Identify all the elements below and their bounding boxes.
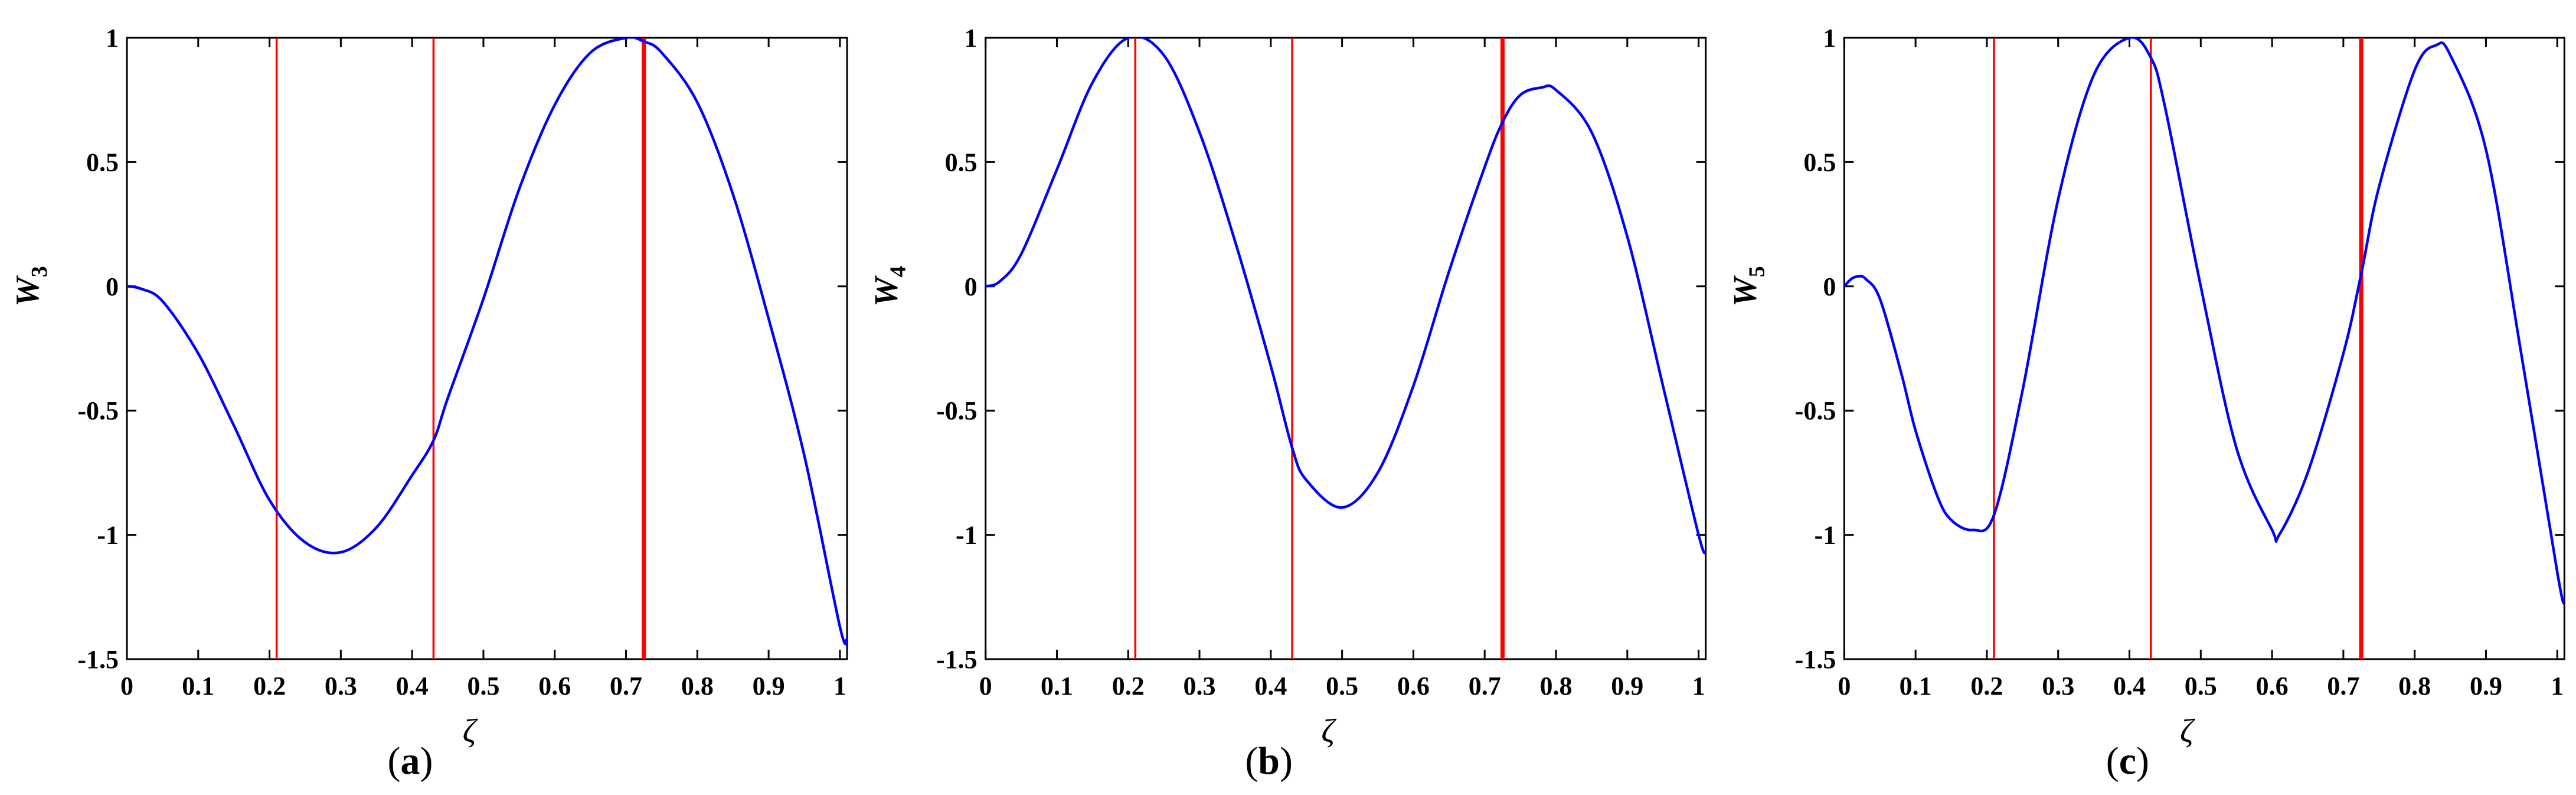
y-axis-label-subscript: 3 <box>27 266 52 277</box>
x-tick-label: 0.7 <box>1469 672 1501 700</box>
chart-panel-b: -1.5 -1 -0.5 0 0.5 1 0 0.1 0.2 0.3 0.4 0.5 0.6 0.7 0.8… <box>868 24 1707 783</box>
y-tick-label: -1 <box>1815 521 1836 550</box>
panel-caption-letter: a <box>401 739 420 783</box>
x-tick-label: 0.1 <box>1900 672 1932 700</box>
y-tick-label: -0.5 <box>1795 396 1836 425</box>
x-tick-label: 0.6 <box>2256 672 2289 700</box>
x-tick-label: 0.6 <box>1397 672 1430 700</box>
y-tick-label: 1 <box>1823 24 1836 53</box>
x-tick-label: 0 <box>120 672 133 700</box>
y-axis-label-subscript: 5 <box>1744 266 1769 277</box>
x-tick-label: 0.8 <box>1540 672 1573 700</box>
y-axis-label-main: W <box>9 275 46 307</box>
x-tick-label: 0.8 <box>2398 672 2431 700</box>
y-axis-label: W5 <box>1727 266 1769 307</box>
x-tick-label: 0.3 <box>1184 672 1216 700</box>
x-axis-label: ζ <box>2180 713 2195 750</box>
y-axis-label: W3 <box>9 266 52 307</box>
chart-panel-a: -1.5 -1 -0.5 0 0.5 1 0 0.1 0.2 0.3 0.4 0.5 0.6 0.7 0.8… <box>9 24 848 783</box>
x-tick-label: 0.6 <box>538 672 571 700</box>
y-tick-label: 0.5 <box>945 148 978 177</box>
x-tick-label: 0.5 <box>467 672 499 700</box>
y-tick-label: -1 <box>97 521 119 550</box>
x-tick-label: 0.9 <box>753 672 785 700</box>
panel-caption-letter: b <box>1258 739 1280 783</box>
y-tick-label: -0.5 <box>77 396 119 425</box>
y-tick-label: 0.5 <box>86 148 119 177</box>
x-axis-label: ζ <box>1321 713 1336 750</box>
chart-panel-c: -1.5 -1 -0.5 0 0.5 1 0 0.1 0.2 0.3 0.4 0.5 0.6 0.7 0.8… <box>1727 24 2565 783</box>
y-axis-label-subscript: 4 <box>886 266 911 277</box>
x-tick-label: 0.9 <box>2470 672 2502 700</box>
x-tick-label: 0.2 <box>1970 672 2003 700</box>
x-tick-label: 0.4 <box>396 672 429 700</box>
x-tick-label: 0.7 <box>2327 672 2359 700</box>
panel-caption: (a) <box>388 739 433 783</box>
x-tick-label: 1 <box>833 672 846 700</box>
x-tick-label: 1 <box>1692 672 1705 700</box>
x-axis-label: ζ <box>463 713 478 750</box>
y-tick-label: 0 <box>106 272 119 301</box>
series-line <box>127 38 847 646</box>
x-tick-label: 0 <box>979 672 992 700</box>
panel-caption: (b) <box>1245 739 1293 783</box>
y-tick-label: 0.5 <box>1803 148 1836 177</box>
y-tick-label: 1 <box>965 24 978 53</box>
x-tick-label: 0.3 <box>2042 672 2074 700</box>
x-tick-label: 0.4 <box>1254 672 1287 700</box>
y-tick-label: 1 <box>106 24 119 53</box>
plot-frame <box>1843 37 2565 660</box>
panel-caption: (c) <box>2106 739 2149 783</box>
series-line <box>1844 38 2565 605</box>
y-tick-label: 0 <box>965 272 978 301</box>
x-tick-label: 0.5 <box>1326 672 1358 700</box>
panel-caption-letter: c <box>2119 739 2136 783</box>
plot-frame <box>985 37 1707 660</box>
y-axis-label-main: W <box>868 275 905 307</box>
x-tick-label: 0 <box>1838 672 1851 700</box>
y-tick-label: -1.5 <box>936 645 978 674</box>
y-tick-label: -1.5 <box>1795 645 1836 674</box>
y-tick-label: -1.5 <box>77 645 119 674</box>
y-tick-label: -0.5 <box>936 396 978 425</box>
x-tick-label: 0.2 <box>1112 672 1145 700</box>
y-tick-label: -1 <box>956 521 978 550</box>
x-tick-label: 0.1 <box>182 672 214 700</box>
x-tick-label: 0.5 <box>2185 672 2217 700</box>
x-tick-label: 0.3 <box>325 672 357 700</box>
x-tick-label: 0.1 <box>1041 672 1073 700</box>
x-tick-label: 0.8 <box>681 672 714 700</box>
x-tick-label: 0.9 <box>1611 672 1643 700</box>
x-tick-label: 0.4 <box>2113 672 2146 700</box>
plot-frame <box>126 37 848 660</box>
y-axis-label: W4 <box>868 266 911 307</box>
y-tick-label: 0 <box>1823 272 1836 301</box>
y-axis-label-main: W <box>1727 275 1763 307</box>
x-tick-label: 0.2 <box>253 672 286 700</box>
x-tick-label: 1 <box>2551 672 2564 700</box>
x-tick-label: 0.7 <box>610 672 642 700</box>
series-line <box>985 38 1706 555</box>
